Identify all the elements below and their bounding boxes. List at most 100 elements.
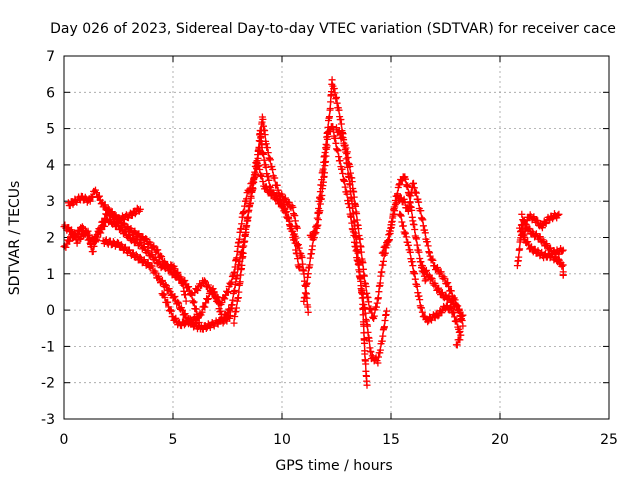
data-point [343, 150, 351, 158]
data-point [78, 223, 86, 231]
data-point [453, 318, 461, 326]
data-point [361, 279, 369, 287]
data-point [277, 197, 284, 205]
data-point [167, 307, 175, 315]
data-point [336, 157, 344, 165]
data-point [423, 238, 431, 246]
data-point [123, 223, 131, 230]
data-point [416, 296, 424, 304]
data-point [435, 284, 443, 292]
data-point [362, 283, 370, 290]
data-point [352, 247, 360, 255]
data-point [218, 299, 226, 306]
data-point [158, 253, 166, 261]
data-point [518, 210, 526, 218]
data-point [178, 322, 185, 330]
data-point [365, 298, 373, 306]
grid [63, 55, 610, 420]
data-point [112, 212, 120, 220]
data-point [243, 222, 251, 230]
data-point [360, 272, 368, 280]
data-point [86, 197, 94, 205]
data-point [273, 191, 281, 199]
data-point [258, 172, 266, 180]
data-point [418, 308, 426, 316]
data-point [312, 229, 320, 237]
data-point [323, 142, 331, 150]
y-tick-label: -3 [41, 412, 55, 428]
data-point [373, 299, 381, 307]
data-point [314, 216, 322, 224]
data-point [343, 190, 351, 198]
data-point [164, 298, 172, 306]
data-point [241, 232, 249, 240]
data-point [406, 248, 414, 256]
data-point [383, 241, 391, 249]
series-track-f [230, 113, 301, 327]
data-point [259, 115, 267, 123]
data-point [346, 204, 354, 211]
data-point [361, 309, 369, 317]
data-point [304, 308, 312, 316]
data-point [285, 215, 293, 223]
data-point [161, 294, 169, 301]
data-point [190, 298, 198, 306]
data-point [559, 246, 567, 254]
data-point [450, 309, 458, 316]
data-point [294, 241, 302, 249]
x-tick-label: 0 [60, 432, 69, 448]
data-point [256, 166, 264, 173]
data-point [437, 268, 445, 276]
data-point [236, 278, 244, 286]
data-point [166, 306, 174, 314]
data-point [353, 210, 361, 218]
data-point [330, 85, 338, 92]
series-track-d [99, 236, 234, 333]
data-point [428, 275, 436, 283]
data-point [324, 123, 332, 131]
data-point [175, 299, 183, 307]
data-point [158, 277, 166, 284]
data-point [451, 313, 458, 321]
data-point [89, 248, 97, 255]
data-point [558, 262, 566, 270]
data-point [181, 321, 188, 329]
data-point [248, 179, 256, 187]
data-point [250, 175, 258, 183]
data-point [199, 325, 207, 333]
data-point [524, 238, 532, 246]
data-point [298, 254, 306, 261]
data-point [249, 180, 257, 188]
data-point [413, 282, 421, 290]
data-point [291, 239, 299, 247]
data-point [181, 291, 189, 299]
data-point [337, 120, 345, 128]
data-point [404, 182, 412, 190]
data-point [515, 253, 523, 261]
data-point [345, 159, 353, 167]
data-point [239, 243, 247, 251]
y-tick-label: 3 [46, 194, 55, 210]
data-point [104, 204, 112, 212]
data-point [350, 193, 358, 201]
data-point [114, 238, 121, 246]
data-point [331, 89, 339, 97]
data-point [441, 291, 449, 299]
data-point [226, 312, 234, 319]
series-track-g [191, 162, 303, 308]
data-point [198, 308, 206, 316]
data-point [192, 316, 200, 324]
data-point [347, 213, 355, 221]
data-point [410, 179, 417, 187]
data-point [422, 266, 430, 274]
data-point [202, 325, 210, 332]
data-point [412, 188, 420, 196]
data-point [318, 192, 326, 199]
data-point [402, 175, 409, 183]
data-point [457, 331, 465, 339]
data-point [374, 359, 382, 367]
data-point [189, 299, 197, 307]
data-point [348, 178, 356, 186]
data-point [231, 287, 239, 294]
data-point [235, 288, 243, 296]
